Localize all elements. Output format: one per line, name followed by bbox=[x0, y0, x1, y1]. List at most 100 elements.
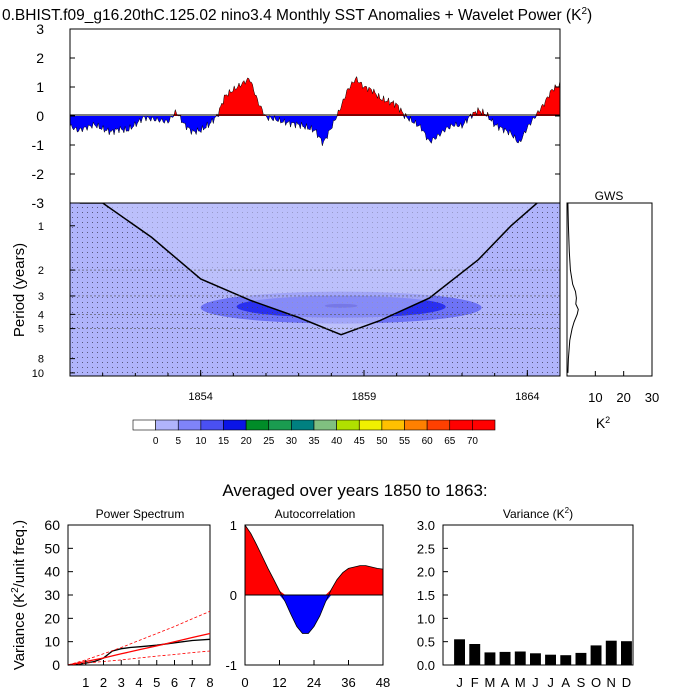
wavelet-y-tick-label: 3 bbox=[38, 291, 44, 303]
variance-bar bbox=[514, 651, 526, 665]
variance-y-tick-label: 1.5 bbox=[417, 588, 435, 603]
anomaly-line bbox=[69, 75, 561, 146]
wavelet-frame bbox=[69, 202, 561, 377]
colorbar-label: 55 bbox=[399, 436, 411, 447]
gws-title: GWS bbox=[595, 189, 624, 203]
colorbar-label: 35 bbox=[308, 436, 320, 447]
autocorrelation-title: Autocorrelation bbox=[275, 507, 356, 521]
power-spectrum-lines bbox=[67, 610, 211, 666]
colorbar-label: 15 bbox=[218, 436, 230, 447]
wavelet-y-tick-label: 4 bbox=[38, 309, 44, 321]
colorbar-cell bbox=[200, 419, 224, 431]
variance-bar bbox=[590, 645, 602, 665]
variance-x-tick-label: J bbox=[456, 675, 463, 690]
colorbar-label: 25 bbox=[263, 436, 275, 447]
wavelet-x-tick-label: 1854 bbox=[188, 391, 212, 403]
gws-x-tick-label: 20 bbox=[616, 390, 630, 405]
colorbar-cell bbox=[449, 419, 473, 431]
colorbar-cell bbox=[358, 419, 383, 431]
colorbar-cell bbox=[132, 419, 156, 431]
variance-x-tick-label: S bbox=[577, 675, 586, 690]
variance-bars bbox=[454, 639, 632, 665]
power-spectrum-y-tick-label: 30 bbox=[44, 587, 60, 603]
colorbar-cell bbox=[313, 419, 337, 431]
power-spectrum-x-tick-label: 7 bbox=[189, 675, 196, 690]
power-spectrum-x-tick-label: 3 bbox=[118, 675, 125, 690]
power-spectrum-y-tick-label: 50 bbox=[44, 540, 60, 556]
power-spectrum-y-tick-label: 0 bbox=[52, 657, 60, 673]
cone-of-influence bbox=[79, 203, 538, 335]
colorbar-label: 10 bbox=[195, 436, 207, 447]
autocorrelation-x-tick-label: 48 bbox=[376, 675, 390, 690]
variance-bar bbox=[454, 639, 465, 665]
variance-bar bbox=[621, 641, 632, 665]
anomaly-y-tick-label: 1 bbox=[36, 79, 44, 95]
variance-bar bbox=[469, 644, 481, 665]
colorbar-label: 0 bbox=[153, 436, 159, 447]
variance-title: Variance (K2) bbox=[503, 506, 573, 521]
power-spectrum-x-tick-label: 6 bbox=[171, 675, 178, 690]
colorbar-label: 65 bbox=[444, 436, 456, 447]
power-spectrum-y-tick-label: 40 bbox=[44, 564, 60, 580]
variance-bar bbox=[484, 652, 496, 665]
power-spectrum-y-axis: 60 50 40 30 20 10 0 bbox=[44, 517, 73, 673]
variance-bar bbox=[575, 652, 587, 665]
anomaly-y-tick-label: -2 bbox=[32, 166, 45, 182]
variance-bar bbox=[530, 653, 541, 665]
variance-y-tick-label: 3.0 bbox=[417, 518, 435, 533]
anomaly-y-tick-label: 0 bbox=[36, 108, 44, 124]
gws-x-label: K2 bbox=[596, 415, 610, 431]
colorbar-label: 60 bbox=[422, 436, 434, 447]
colorbar-cell bbox=[223, 419, 247, 431]
power-spectrum-lower-conf-line bbox=[67, 650, 211, 666]
anomaly-negative-area bbox=[70, 116, 560, 146]
power-spectrum-upper-conf-line bbox=[67, 610, 211, 666]
autocorrelation-x-tick-label: 0 bbox=[241, 675, 248, 690]
anomaly-y-tick-label: -1 bbox=[32, 137, 45, 153]
power-spectrum-x-tick-label: 8 bbox=[206, 675, 213, 690]
wavelet-x-tick-label: 1859 bbox=[352, 391, 376, 403]
power-spectrum-frame bbox=[67, 524, 211, 666]
power-spectrum-y-tick-label: 60 bbox=[44, 517, 60, 533]
autocorrelation-panel: Autocorrelation 1 0 -1 0 12 24 36 48 bbox=[225, 507, 390, 690]
colorbar-cell bbox=[426, 419, 451, 431]
cone-of-influence-line bbox=[79, 203, 538, 336]
variance-x-tick-label: M bbox=[484, 675, 495, 690]
variance-y-axis: 3.0 2.5 2.0 1.5 1.0 0.5 0.0 bbox=[417, 518, 448, 673]
autocorrelation-positive-area bbox=[245, 525, 383, 595]
variance-bar bbox=[545, 654, 556, 665]
autocorrelation-y-tick-label: 0 bbox=[230, 588, 237, 603]
main-title: 0.BHIST.f09_g16.20thC.125.02 nino3.4 Mon… bbox=[2, 6, 592, 24]
colorbar-label: 40 bbox=[331, 436, 343, 447]
colorbar-cell bbox=[268, 419, 292, 431]
colorbar-cell bbox=[245, 419, 270, 431]
power-spectrum-x-tick-label: 4 bbox=[135, 675, 142, 690]
colorbar-label: 30 bbox=[286, 436, 298, 447]
autocorrelation-x-tick-label: 12 bbox=[272, 675, 286, 690]
variance-bar bbox=[560, 655, 572, 665]
wavelet-y-axis: 1 2 3 4 5 8 10 bbox=[32, 221, 75, 380]
gws-x-axis: 10 20 30 bbox=[588, 371, 659, 405]
colorbar: 0 5 10 15 20 25 30 35 40 45 50 55 60 65 70 bbox=[132, 419, 496, 447]
wavelet-x-tick-label: 1864 bbox=[515, 391, 539, 403]
power-spectrum-x-tick-label: 2 bbox=[100, 675, 107, 690]
variance-y-tick-label: 0.5 bbox=[417, 635, 435, 650]
autocorrelation-y-tick-label: 1 bbox=[230, 518, 237, 533]
autocorrelation-x-tick-label: 36 bbox=[341, 675, 355, 690]
variance-y-tick-label: 1.0 bbox=[417, 611, 435, 626]
anomaly-series bbox=[69, 75, 561, 146]
wavelet-y-tick-label: 2 bbox=[38, 265, 44, 277]
power-spectrum-y-tick-label: 10 bbox=[44, 634, 60, 650]
variance-x-tick-label: A bbox=[501, 675, 510, 690]
anomaly-positive-area bbox=[70, 76, 560, 116]
wavelet-y-label: Period (years) bbox=[11, 243, 28, 337]
power-spectrum-y-tick-label: 20 bbox=[44, 610, 60, 626]
wavelet-x-axis: 1854 1859 1864 bbox=[102, 370, 540, 403]
gws-x-tick-label: 30 bbox=[645, 390, 659, 405]
colorbar-cell bbox=[404, 419, 428, 431]
power-spectrum-y-label: Variance (K2/unit freq.) bbox=[10, 520, 28, 670]
wavelet-panel: 1 2 3 4 5 8 10 1854 1859 1864 Period (years) bbox=[11, 202, 561, 403]
colorbar-cell bbox=[472, 419, 496, 431]
